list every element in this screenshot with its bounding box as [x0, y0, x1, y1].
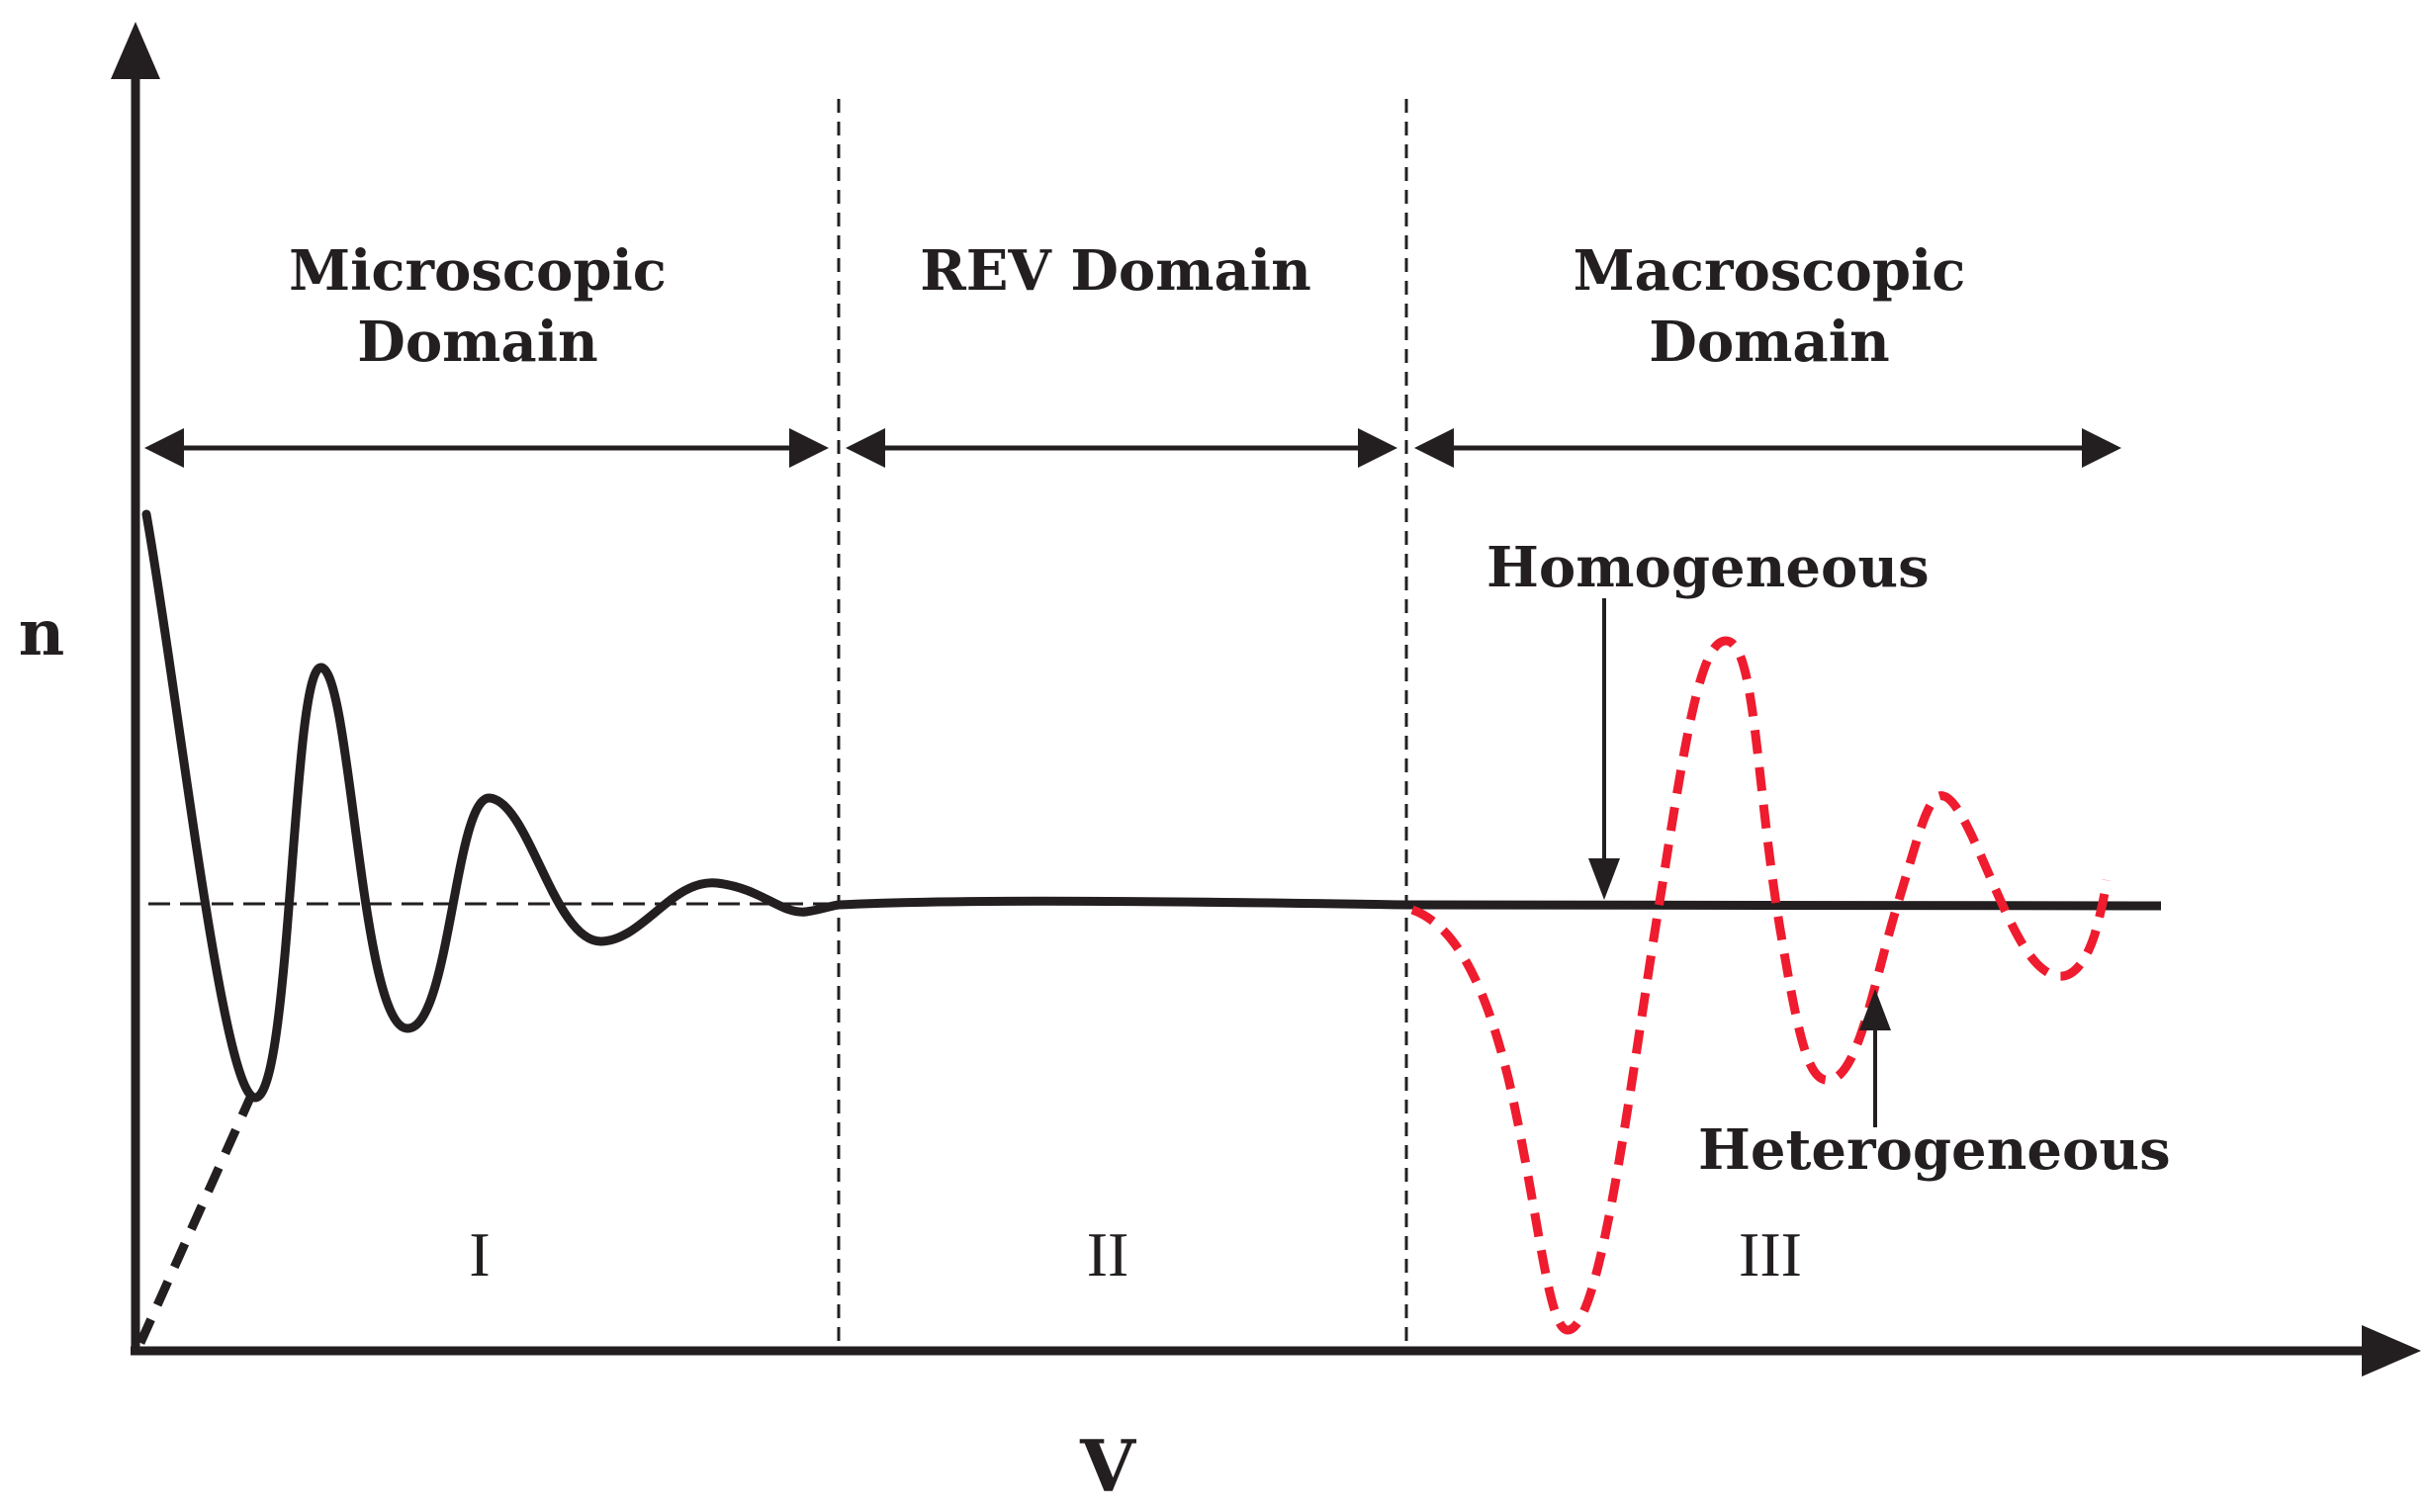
macro-span-arrow — [1414, 428, 2121, 468]
macro-title-line1: Macroscopic — [1574, 238, 1966, 304]
rev-span-arrow — [846, 428, 1397, 468]
domain-titles: Microscopic Domain REV Domain Macroscopi… — [289, 238, 1965, 375]
micro-title-line2: Domain — [357, 310, 597, 375]
arrowhead-left-icon — [1414, 428, 1454, 468]
heterogeneous-pointer — [1859, 989, 1891, 1127]
numeral-micro: I — [469, 1219, 490, 1290]
domain-boundaries — [837, 99, 1408, 1351]
rev-title: REV Domain — [920, 238, 1311, 304]
heterogeneous-curve — [1410, 636, 2112, 1335]
arrowhead-right-icon — [2082, 428, 2121, 468]
micro-title-line1: Microscopic — [289, 238, 667, 304]
domain-span-arrows — [144, 428, 2121, 468]
arrowhead-left-icon — [846, 428, 885, 468]
homogeneous-pointer — [1588, 598, 1620, 900]
pointer-arrowhead-icon — [1859, 989, 1891, 1030]
axes — [111, 22, 2421, 1377]
micro-span-arrow — [144, 428, 829, 468]
domain-numerals: I II III — [469, 1219, 1802, 1290]
pointer-arrowhead-icon — [1588, 858, 1620, 900]
macro-title-line2: Domain — [1649, 310, 1889, 375]
heterogeneous-label: Heterogeneous — [1698, 1117, 2171, 1183]
x-axis-label: V — [1079, 1424, 1136, 1508]
y-axis-arrowhead-icon — [111, 22, 160, 79]
y-axis-label: n — [19, 596, 65, 670]
arrowhead-left-icon — [144, 428, 184, 468]
homogeneous-level-line — [838, 896, 2162, 911]
microscopic-oscillation-curve — [141, 509, 844, 1103]
origin-extrapolation-line — [135, 1096, 255, 1345]
x-axis-arrowhead-icon — [2362, 1325, 2421, 1377]
homogeneous-label: Homogeneous — [1486, 535, 1930, 600]
arrowhead-right-icon — [789, 428, 829, 468]
arrowhead-right-icon — [1358, 428, 1397, 468]
numeral-macro: III — [1739, 1219, 1802, 1290]
numeral-rev: II — [1087, 1219, 1129, 1290]
